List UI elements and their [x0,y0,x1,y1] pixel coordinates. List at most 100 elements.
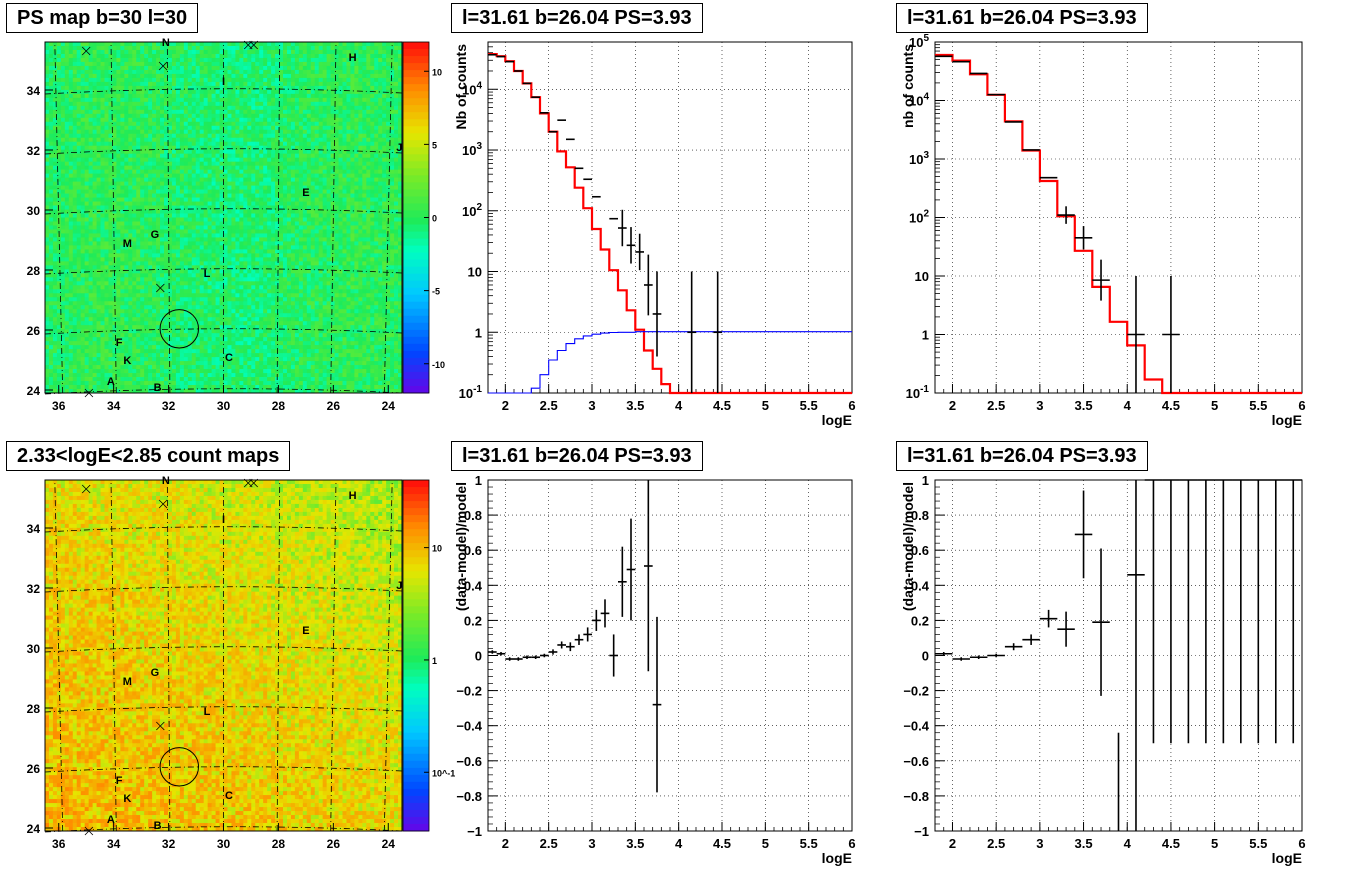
spectrum_coarse-ytick-label: 1 [922,328,929,343]
ps_map-colorbar-step [403,56,429,64]
count_map-graticule-l [276,479,281,832]
residual_fine-xtick-label: 5 [762,836,769,851]
spectrum_fine-series-1-step [488,331,852,394]
residual_fine-ytick-label: 0.2 [464,613,482,628]
residual_coarse-xtick-label: 3.5 [1075,836,1093,851]
count_map-colorbar-step [403,669,429,678]
residual_fine-xtick-label: 2 [502,836,509,851]
residual_fine-xtick-label: 4 [675,836,683,851]
spectrum_coarse-xtick-label: 4 [1124,398,1132,413]
ps_map-colorbar-step [403,49,429,57]
ps_map-marker-x [249,40,258,50]
residual_fine-ytick-label: −0.6 [456,754,482,769]
ps_map-colorbar-step [403,231,429,240]
ps_map-colorbar-step [403,266,429,275]
count_map-colorbar-step [403,655,429,664]
spectrum-fine-title: l=31.61 b=26.04 PS=3.93 [451,3,703,33]
count_map-marker-x [156,721,165,731]
count_map-colorbar-step [403,739,429,748]
residual_fine-ytick-label: −1 [467,824,482,839]
count_map-colorbar-step [403,487,429,495]
count_map-colorbar-step [403,683,429,692]
ps_map-colorbar-step [403,84,429,92]
ps_map-ytick-label: 32 [27,144,41,158]
residual_coarse-ytick-label: 1 [922,473,929,488]
ps_map-colorbar-step [403,182,429,190]
ps_map-colorbar-step [403,315,429,324]
count_map-graticule-b [44,646,403,653]
spectrum_fine-frame [487,41,853,394]
residual-fine-title: l=31.61 b=26.04 PS=3.93 [451,441,703,471]
count_map-source-label: F [116,775,123,787]
ps_map-xtick-label: 30 [217,399,231,413]
count_map-colorbar-step [403,746,429,755]
count_map-colorbar-step [403,536,429,544]
ps_map-ytick-label: 30 [27,204,41,218]
ps_map-pixels [45,42,403,394]
ps_map-xtick-label: 28 [272,399,286,413]
ps_map-colorbar-step [403,217,429,226]
count_map-marker-x [81,484,91,494]
count_map-colorbar-step [403,725,429,734]
count_map-graticule-b [44,706,403,713]
count_map-colorbar-step [403,690,429,699]
count_map-roi-circle [159,747,200,787]
spectrum_fine-ytick-label: 103 [462,141,482,158]
ps_map-colorbar-step [403,140,429,148]
ps_map-source-label: K [123,355,131,367]
residual_fine-xtick-label: 3.5 [626,836,644,851]
ps_map-source-label: I [222,76,225,88]
residual_coarse-ytick-label: −1 [914,824,929,839]
count_map-map [44,478,430,836]
count_map-colorbar-step [403,802,429,811]
spectrum_coarse-xtick-label: 5.5 [1249,398,1267,413]
ps_map-colorbar-step [403,105,429,113]
residual_fine-ytick-label: −0.2 [456,684,482,699]
ps_map-colorbar-step [403,70,429,78]
count_map-source-label: H [349,490,357,502]
spectrum_fine-ytick-label: 102 [462,202,482,219]
ps_map-source-label: E [302,187,309,199]
count_map-xtick-label: 26 [327,837,341,851]
ps_map-source-label: B [154,382,162,394]
spectrum_fine-xtick-label: 3 [588,398,595,413]
count_map-colorbar-step [403,620,429,628]
count_map-graticule-l [110,479,117,832]
ps_map-source-label: F [116,337,123,349]
spectrum_coarse-plot [934,41,1303,395]
count_map-colorbar-step [403,592,429,600]
residual_fine-ytick-label: 1 [475,473,482,488]
spectrum_fine-xlabel: logE [822,412,852,428]
ps_map-graticule-b [44,208,403,215]
spectrum_fine-xtick-label: 4 [675,398,683,413]
count_map-colorbar-step [403,564,429,572]
spectrum_coarse-xtick-label: 5 [1211,398,1218,413]
ps_map-source-label: M [123,238,132,250]
count_map-graticule-l [54,479,64,832]
count_map-source-label: K [123,793,131,805]
count_map-colorbar-label: 1 [432,656,437,666]
ps_map-marker-x [156,283,165,293]
ps_map-marker-x [81,46,91,56]
count_map-colorbar-step [403,648,429,656]
spectrum_coarse-ytick-label: 102 [909,209,929,226]
residual_coarse-xtick-label: 5.5 [1249,836,1267,851]
ps_map-graticule-b [44,148,403,155]
spectrum_fine-xtick-label: 6 [848,398,855,413]
count_map-colorbar-step [403,571,429,579]
ps_map-colorbar-step [403,343,429,352]
residual_fine-plot [487,479,853,832]
spectrum_coarse-xtick-label: 3.5 [1075,398,1093,413]
residual_coarse-ytick-label: −0.6 [903,754,929,769]
ps_map-marker-x [84,388,94,398]
count_map-colorbar-step [403,704,429,713]
count_map-ytick-label: 26 [27,762,41,776]
count_map-colorbar-step [403,662,429,671]
count_map-marker-x [249,478,258,488]
ps_map-xtick-label: 26 [327,399,341,413]
ps_map-colorbar-step [403,322,429,331]
residual_fine-xtick-label: 5.5 [800,836,818,851]
ps_map-graticule-b [44,88,403,95]
residual_coarse-xtick-label: 4 [1124,836,1132,851]
